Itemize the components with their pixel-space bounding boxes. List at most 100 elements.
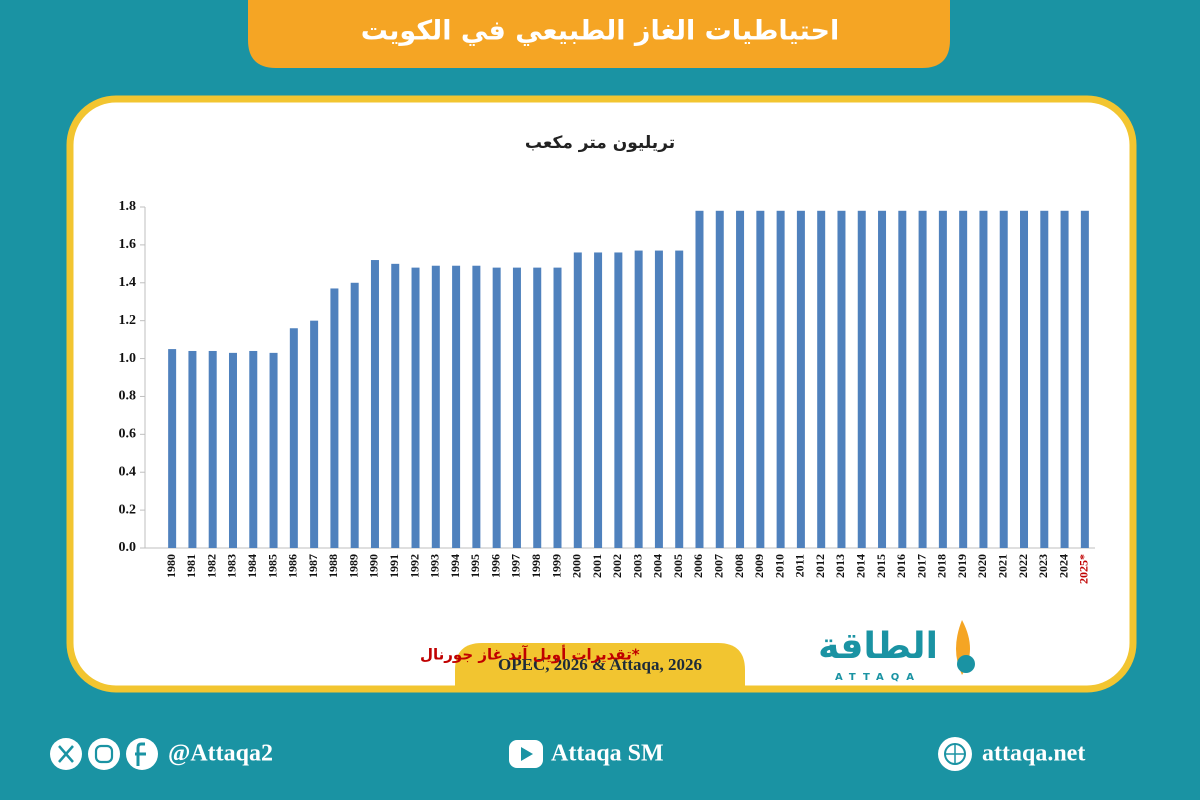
source-pill: [455, 643, 745, 690]
logo-text: الطاقة: [818, 626, 938, 667]
x-tick-label: 2022: [1016, 554, 1030, 578]
footer: @Attaqa2 Attaqa SM attaqa.net: [50, 737, 1085, 771]
youtube-handle[interactable]: Attaqa SM: [551, 741, 664, 767]
x-tick-label: 2020: [975, 554, 989, 578]
x-tick-label: 2021: [995, 554, 1009, 578]
x-tick-label: 1982: [204, 554, 218, 578]
social-handle[interactable]: @Attaqa2: [168, 741, 273, 767]
x-tick-label: 2003: [630, 554, 644, 578]
bar: [512, 267, 521, 548]
instagram-glyph: [94, 744, 114, 764]
bar: [1080, 210, 1089, 549]
x-tick-label: 2009: [752, 554, 766, 578]
y-tick-label: 1.8: [119, 199, 137, 214]
x-tick-label: 1999: [549, 554, 563, 578]
bar: [878, 210, 887, 549]
bar: [411, 267, 420, 548]
x-tick-label: 1997: [509, 554, 523, 578]
x-tick-label: 2017: [914, 554, 928, 578]
x-tick-label: 1992: [407, 554, 421, 578]
x-tick-label: 1987: [306, 554, 320, 578]
logo: الطاقة ATTAQA: [818, 620, 975, 683]
bar: [715, 210, 724, 549]
x-tick-label: 2016: [894, 554, 908, 578]
y-tick-label: 1.6: [119, 237, 137, 252]
bar: [228, 352, 237, 548]
bar: [330, 288, 339, 548]
bar: [736, 210, 745, 549]
x-tick-label: 2004: [651, 554, 665, 578]
logo-latin: ATTAQA: [835, 672, 921, 683]
y-tick-label: 1.0: [119, 351, 137, 366]
title-banner: [248, 0, 950, 68]
bar: [249, 350, 258, 548]
bar: [452, 265, 461, 548]
bar: [168, 349, 177, 548]
x-tick-label: 2011: [793, 554, 807, 577]
bar: [999, 210, 1008, 549]
x-tick-label: 2023: [1036, 554, 1050, 578]
bar: [269, 352, 278, 548]
bar: [918, 210, 927, 549]
x-tick-label: 2010: [772, 554, 786, 578]
youtube-glyph: [521, 747, 533, 761]
x-tick-label: 1985: [265, 554, 279, 578]
x-tick-label: 2008: [732, 554, 746, 578]
y-tick-label: 0.2: [119, 502, 137, 517]
bar: [938, 210, 947, 549]
x-tick-label: 1994: [448, 554, 462, 578]
bar: [1040, 210, 1049, 549]
bar: [979, 210, 988, 549]
y-tick-label: 0.4: [119, 464, 137, 479]
bar: [837, 210, 846, 549]
bar: [654, 250, 663, 549]
bar: [1020, 210, 1029, 549]
x-tick-label: 1986: [286, 554, 300, 578]
x-tick-label: 2025*: [1077, 554, 1091, 584]
x-tick-label: 2000: [570, 554, 584, 578]
x-tick-label: 2019: [955, 554, 969, 578]
x-tick-label: 2007: [712, 554, 726, 578]
bar: [533, 267, 542, 548]
bar: [695, 210, 704, 549]
source: OPEC, 2026 & Attaqa, 2026: [498, 655, 702, 674]
x-tick-label: 2024: [1056, 554, 1070, 578]
y-tick-label: 1.2: [119, 313, 137, 328]
y-tick-label: 0.8: [119, 389, 137, 404]
bar: [492, 267, 501, 548]
x-tick-label: 1993: [428, 554, 442, 578]
x-tick-label: 1989: [346, 554, 360, 578]
bar: [614, 252, 623, 548]
bar: [310, 320, 319, 548]
x-tick-label: 2006: [691, 554, 705, 578]
globe-lines: [945, 744, 965, 764]
x-tick-label: 1995: [468, 554, 482, 578]
y-tick-label: 1.4: [119, 275, 137, 290]
bar: [350, 282, 359, 548]
plot-area: 0.0 0.2 0.4 0.6 0.8 1.0 1.2 1.4 1.6 1.8 1980 1981 19…: [119, 199, 1095, 584]
website[interactable]: attaqa.net: [982, 741, 1085, 767]
bar: [370, 260, 379, 548]
chart-title: احتياطيات الغاز الطبيعي في الكويت: [361, 16, 840, 47]
x-tick-label: 2015: [874, 554, 888, 578]
bar: [431, 265, 440, 548]
x-tick-label: 1990: [367, 554, 381, 578]
instagram-icon[interactable]: [88, 738, 120, 770]
bar: [208, 350, 217, 548]
bar: [188, 350, 197, 548]
bar: [756, 210, 765, 549]
bar: [898, 210, 907, 549]
x-tick-label: 1980: [164, 554, 178, 578]
x-tick-label: 1988: [326, 554, 340, 578]
x-tick-label: 2001: [590, 554, 604, 578]
x-tick-label: 1996: [488, 554, 502, 578]
bar: [573, 252, 582, 548]
x-glyph: [58, 745, 74, 763]
y-tick-label: 0.6: [119, 427, 137, 442]
bar: [857, 210, 866, 549]
x-tick-label: 1983: [225, 554, 239, 578]
bar: [594, 252, 603, 548]
bar: [796, 210, 805, 549]
x-tick-label: 2018: [935, 554, 949, 578]
